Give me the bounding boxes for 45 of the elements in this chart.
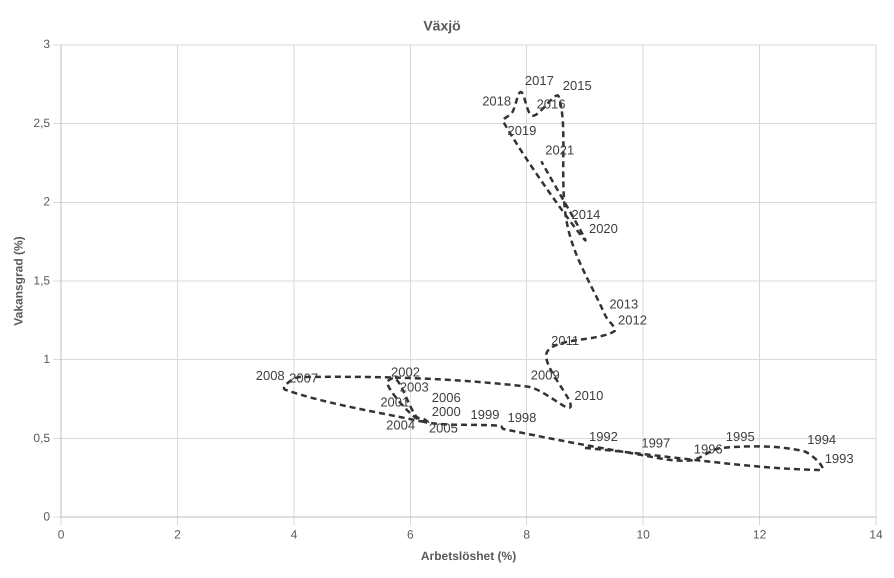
annotation: 2002 — [391, 364, 420, 380]
annotation: 2006 — [432, 390, 461, 405]
annotation: 1993 — [824, 451, 854, 466]
annotation: 2019 — [507, 123, 536, 138]
annotation: 2005 — [428, 420, 458, 436]
y-tick-label: 1,5 — [33, 273, 50, 288]
y-tick-label: 1 — [43, 352, 50, 366]
annotation: 1998 — [507, 410, 536, 426]
x-tick-label: 8 — [523, 528, 530, 542]
y-tick-label: 2,5 — [33, 116, 50, 130]
x-tick-label: 14 — [869, 528, 883, 542]
annotation: 1999 — [470, 406, 500, 422]
x-tick-label: 6 — [406, 528, 414, 542]
y-tick-label: 3 — [43, 37, 50, 52]
y-axis-title: Vakansgrad (%) — [12, 236, 26, 326]
annotation: 2009 — [530, 368, 560, 383]
x-tick-label: 0 — [58, 528, 65, 542]
x-tick-label: 4 — [290, 528, 298, 542]
x-axis-title: Arbetslöshet (%) — [420, 549, 516, 564]
annotation: 2015 — [562, 78, 592, 93]
annotation: 1996 — [694, 442, 723, 457]
annotation: 2008 — [256, 368, 285, 384]
x-tick-label: 12 — [752, 528, 767, 542]
x-tick-label: 10 — [636, 528, 650, 542]
annotation: 2000 — [432, 404, 461, 419]
chart-title: Växjö — [423, 17, 461, 34]
y-tick-label: 0 — [43, 510, 50, 524]
annotation: 2004 — [386, 418, 416, 432]
annotation: 2003 — [400, 380, 429, 395]
annotation: 2017 — [524, 73, 554, 88]
x-tick-label: 2 — [174, 528, 182, 542]
y-tick-label: 2 — [43, 194, 50, 209]
annotation: 2013 — [609, 296, 638, 312]
annotation: 1997 — [641, 435, 670, 450]
annotation: 2011 — [551, 332, 580, 348]
annotation: 2014 — [571, 206, 600, 222]
annotation: 2021 — [545, 142, 574, 158]
annotation: 2012 — [618, 312, 647, 328]
annotation: 2010 — [574, 388, 604, 404]
annotation: 1994 — [807, 432, 836, 448]
annotation: 1995 — [726, 428, 755, 444]
annotation: 2020 — [588, 221, 618, 236]
annotation: 2018 — [482, 94, 512, 109]
annotation: 1992 — [588, 428, 618, 444]
y-tick-label: 0,5 — [33, 430, 50, 445]
